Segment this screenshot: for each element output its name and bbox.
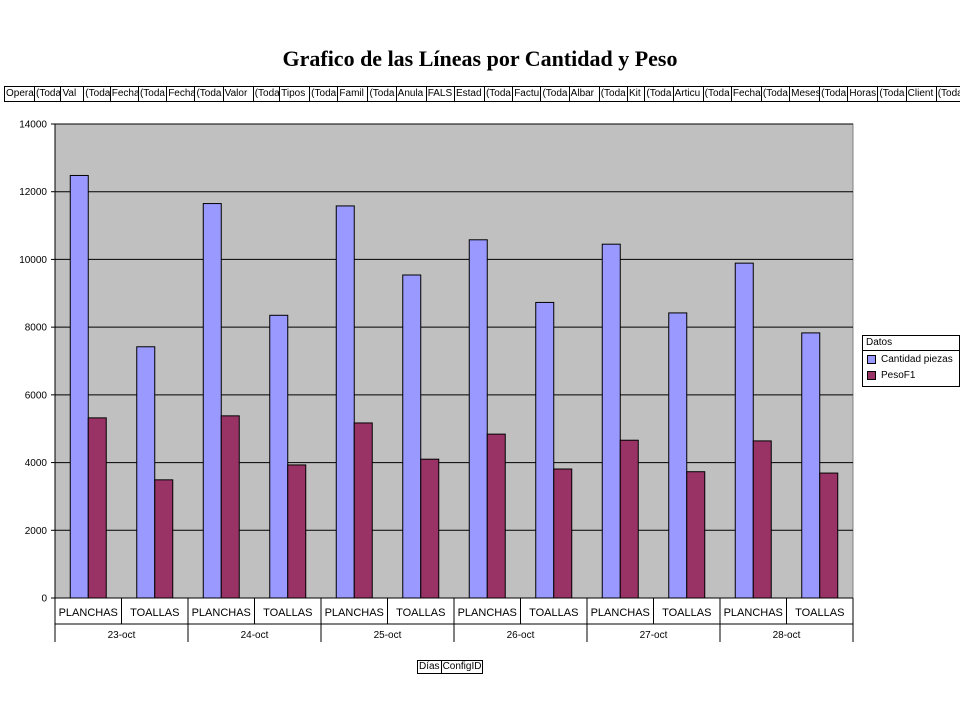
- bar-pesof1: [686, 471, 706, 599]
- x-category-label: TOALLAS: [529, 607, 578, 619]
- bar-cantidad-piezas: [535, 301, 555, 599]
- page-field-button[interactable]: Fecha: [109, 86, 139, 102]
- bar-cantidad-piezas: [69, 174, 89, 599]
- x-category-label: PLANCHAS: [59, 607, 118, 619]
- x-category-label: TOALLAS: [662, 607, 711, 619]
- legend-label-series-1: Cantidad piezas: [881, 353, 953, 365]
- x-category-label: PLANCHAS: [724, 607, 783, 619]
- page-field-button[interactable]: Valor: [222, 86, 254, 102]
- x-category-label: PLANCHAS: [325, 607, 384, 619]
- x-group-label: 25-oct: [374, 630, 402, 641]
- legend-swatch-series-1: [867, 354, 876, 364]
- y-tick-label: 10000: [19, 255, 47, 266]
- bar-pesof1: [619, 439, 639, 599]
- page-field-button[interactable]: (Toda: [252, 86, 281, 102]
- y-tick-label: 4000: [25, 458, 48, 469]
- page-field-bar: Opera (Toda Val (Toda Fecha (Toda Fecha (Toda Va…: [4, 86, 960, 102]
- bar-cantidad-piezas: [601, 243, 621, 599]
- x-category-label: TOALLAS: [130, 607, 179, 619]
- legend-item-series-1: Cantidad piezas: [863, 351, 959, 367]
- x-category-label: TOALLAS: [795, 607, 844, 619]
- bar-pesof1: [486, 433, 506, 599]
- page-field-button[interactable]: (Toda: [819, 86, 849, 102]
- y-tick-label: 6000: [25, 390, 48, 401]
- legend-label-series-2: PesoF1: [881, 369, 916, 381]
- y-tick-label: 0: [41, 594, 47, 605]
- page-field-button[interactable]: (Toda: [83, 86, 111, 102]
- bar-cantidad-piezas: [668, 312, 688, 599]
- y-tick-label: 2000: [25, 526, 48, 537]
- page-field-button[interactable]: Albar: [568, 86, 600, 102]
- row-field-dias[interactable]: Días: [417, 660, 442, 674]
- bar-cantidad-piezas: [335, 205, 355, 599]
- bar-pesof1: [353, 422, 373, 599]
- x-category-label: PLANCHAS: [591, 607, 650, 619]
- plot-area: [54, 123, 854, 599]
- bar-cantidad-piezas: [468, 239, 488, 599]
- y-tick-label: 14000: [19, 120, 47, 131]
- bar-cantidad-piezas: [269, 314, 289, 599]
- x-group-label: 28-oct: [773, 630, 801, 641]
- x-group-label: 23-oct: [108, 630, 136, 641]
- page-field-button[interactable]: Tipos: [279, 86, 311, 102]
- page-field-button[interactable]: Meses: [789, 86, 821, 102]
- bar-pesof1: [420, 458, 440, 599]
- chart-title: Grafico de las Líneas por Cantidad y Pes…: [282, 46, 678, 71]
- x-category-label: TOALLAS: [396, 607, 445, 619]
- bar-cantidad-piezas: [136, 346, 156, 599]
- bar-pesof1: [154, 479, 174, 599]
- legend: Datos Cantidad piezas PesoF1: [862, 335, 960, 387]
- bar-pesof1: [287, 464, 307, 599]
- bar-pesof1: [819, 472, 839, 599]
- x-group-label: 26-oct: [507, 630, 535, 641]
- x-category-label: PLANCHAS: [458, 607, 517, 619]
- page-field-button[interactable]: Estad: [453, 86, 485, 102]
- bar-pesof1: [752, 440, 772, 599]
- row-field-configid[interactable]: ConfigID: [440, 660, 484, 674]
- bar-cantidad-piezas: [801, 332, 821, 599]
- bar-pesof1: [220, 415, 240, 599]
- x-category-label: PLANCHAS: [192, 607, 251, 619]
- y-tick-label: 8000: [25, 323, 48, 334]
- bar-cantidad-piezas: [402, 274, 422, 599]
- page-field-button[interactable]: (Toda: [935, 86, 960, 102]
- bar-pesof1: [553, 468, 573, 599]
- legend-item-series-2: PesoF1: [863, 367, 959, 383]
- x-group-label: 24-oct: [241, 630, 269, 641]
- legend-swatch-series-2: [867, 370, 876, 380]
- bar-pesof1: [87, 417, 107, 599]
- x-group-label: 27-oct: [640, 630, 668, 641]
- page-field-button[interactable]: FALS: [425, 86, 455, 102]
- y-tick-label: 12000: [19, 187, 47, 198]
- page-field-button[interactable]: Articu: [672, 86, 704, 102]
- row-field-bar: Días ConfigID: [417, 660, 484, 674]
- bar-cantidad-piezas: [734, 262, 754, 599]
- legend-title[interactable]: Datos: [863, 336, 959, 351]
- page-field-button[interactable]: (Toda: [702, 86, 732, 102]
- page-field-button[interactable]: Horas: [847, 86, 879, 102]
- bar-cantidad-piezas: [202, 203, 222, 599]
- x-category-label: TOALLAS: [263, 607, 312, 619]
